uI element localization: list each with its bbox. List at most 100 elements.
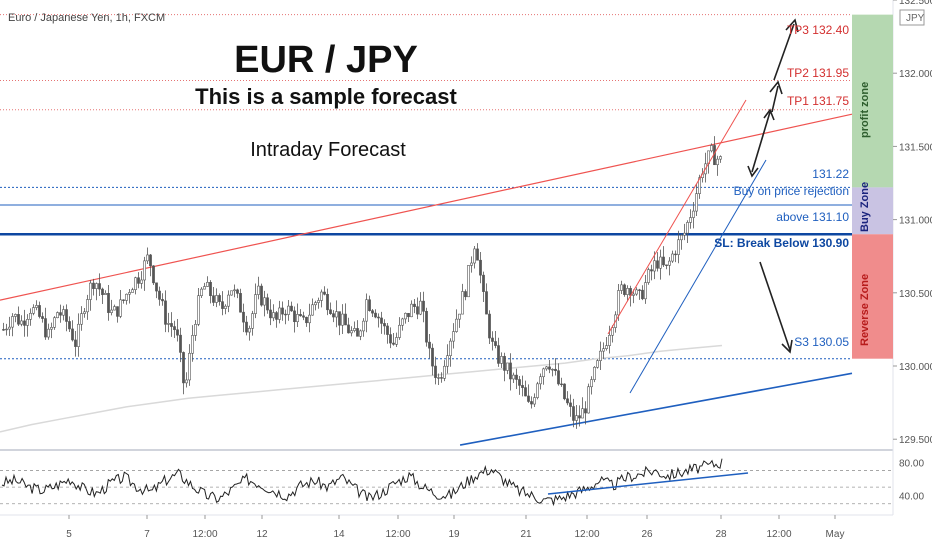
candle-body [356, 328, 359, 337]
candle-body [368, 299, 371, 311]
candle-body [389, 334, 392, 344]
candle-body [5, 328, 8, 331]
arrow-down-to-s3 [759, 261, 791, 351]
candle-body [167, 323, 170, 325]
candle-body [74, 339, 77, 347]
candle-body [182, 352, 185, 384]
candle-body [164, 300, 167, 325]
candle-body [266, 297, 269, 311]
candle-body [320, 291, 323, 301]
candle-body [545, 366, 548, 370]
price-tick-label: 130.000 [899, 362, 932, 373]
candle-body [443, 365, 446, 379]
candle-body [419, 300, 422, 315]
candle-body [287, 305, 290, 315]
candle-body [578, 415, 581, 419]
candle-body [281, 307, 284, 315]
candle-body [635, 289, 638, 295]
candle-body [203, 286, 206, 290]
candle-body [416, 306, 419, 315]
candle-body [719, 156, 722, 160]
candle-body [542, 368, 545, 378]
time-tick-label: May [826, 529, 845, 540]
candle-body [473, 248, 476, 264]
candle-body [161, 299, 164, 302]
candle-body [497, 345, 500, 364]
zone-profit-zone [852, 14, 893, 188]
candle-body [335, 311, 338, 318]
candle-body [353, 328, 356, 331]
candle-body [515, 374, 518, 380]
candle-body [332, 313, 335, 318]
candle-body [692, 210, 695, 218]
candle-body [272, 312, 275, 319]
candle-body [572, 406, 575, 421]
candle-body [698, 177, 701, 194]
reverse-zone-label: Reverse Zone [859, 274, 871, 346]
candle-body [326, 293, 329, 311]
trendline-lower-support [459, 372, 853, 446]
candle-body [404, 312, 407, 320]
candle-body [278, 307, 281, 320]
candle-body [143, 260, 146, 281]
candle-body [230, 290, 233, 296]
candle-body [596, 360, 599, 368]
candle-body [122, 299, 125, 301]
candle-body [59, 312, 62, 316]
candle-body [329, 309, 332, 314]
candle-body [605, 345, 608, 349]
candle-body [314, 302, 317, 306]
time-axis: 5 7 12:00 12 14 12:00 19 21 12:00 26 28 12:00 May [66, 515, 844, 540]
candle-body [560, 383, 563, 386]
time-tick-label: 12:00 [385, 529, 410, 540]
rsi-trendline [547, 472, 749, 495]
candle-body [494, 341, 497, 346]
candle-body [455, 318, 458, 332]
candle-body [32, 307, 35, 314]
candle-body [575, 415, 578, 421]
candle-body [92, 282, 95, 289]
above-level-label: above 131.10 [776, 210, 849, 224]
forecast-subtitle: This is a sample forecast [195, 84, 457, 109]
candle-body [251, 313, 254, 329]
candle-body [131, 289, 134, 293]
time-tick-label: 12 [256, 529, 268, 540]
candle-body [563, 383, 566, 400]
candle-body [347, 324, 350, 334]
candle-body [290, 305, 293, 312]
candle-body [464, 291, 467, 298]
time-tick-label: 28 [715, 529, 727, 540]
zone-bars [852, 14, 893, 359]
candle-body [566, 398, 569, 404]
candle-body [62, 309, 65, 316]
candle-body [533, 397, 536, 405]
candle-body [446, 355, 449, 367]
price-tick-label: 129.500 [899, 435, 932, 446]
candle-body [608, 334, 611, 346]
candle-body [644, 282, 647, 300]
candle-body [242, 311, 245, 323]
candle-body [392, 342, 395, 345]
candle-body [500, 356, 503, 364]
candle-body [488, 313, 491, 339]
candle-body [170, 323, 173, 327]
price-axis: 132.500 132.000 131.500 131.000 130.500 130.0… [893, 0, 932, 446]
candle-body [86, 299, 89, 313]
candle-body [119, 299, 122, 317]
candle-body [233, 289, 236, 292]
candle-body [452, 331, 455, 342]
candle-body [521, 385, 524, 388]
candle-body [344, 313, 347, 326]
candle-body [599, 350, 602, 361]
candle-body [527, 395, 530, 402]
stop-loss-label: SL: Break Below 130.90 [714, 236, 849, 250]
price-tick-label: 131.500 [899, 142, 932, 153]
rsi-tick-label: 40.00 [899, 491, 924, 502]
candle-body [293, 310, 296, 323]
candle-body [431, 347, 434, 367]
candle-body [683, 232, 686, 236]
candle-body [128, 292, 131, 295]
candle-body [311, 304, 314, 316]
candle-body [425, 310, 428, 343]
candle-body [227, 294, 230, 307]
